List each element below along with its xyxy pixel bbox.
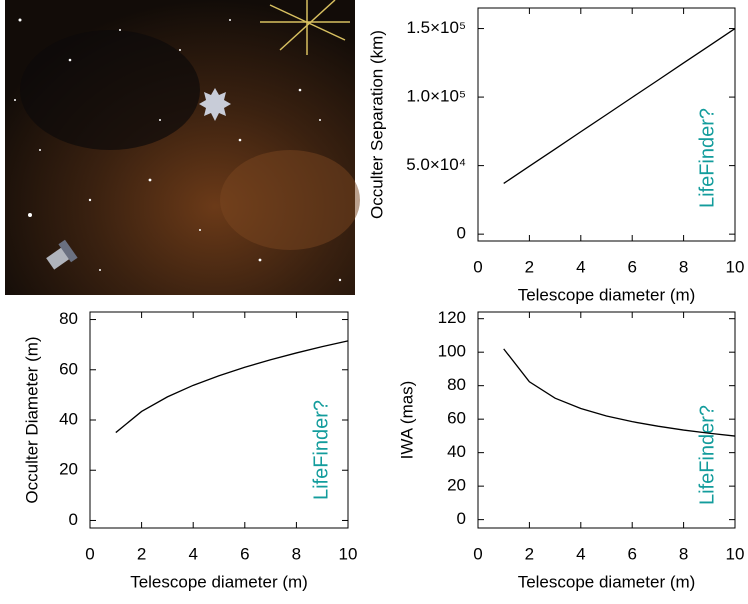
x-axis-label: Telescope diameter (m) xyxy=(130,572,308,591)
x-axis-label: Telescope diameter (m) xyxy=(518,572,696,591)
y-axis-label: IWA (mas) xyxy=(397,381,416,460)
x-tick-label: 10 xyxy=(339,544,358,563)
x-tick-label: 2 xyxy=(137,544,146,563)
x-tick-label: 6 xyxy=(627,257,636,276)
annotation: LifeFinder? xyxy=(696,405,718,505)
y-tick-label: 100 xyxy=(438,342,466,361)
y-tick-label: 0 xyxy=(457,509,466,528)
annotation: LifeFinder? xyxy=(696,108,718,208)
x-tick-label: 2 xyxy=(525,257,534,276)
y-tick-label: 40 xyxy=(447,442,466,461)
x-tick-label: 10 xyxy=(726,257,745,276)
x-tick-label: 6 xyxy=(240,544,249,563)
y-tick-label: 60 xyxy=(447,409,466,428)
x-tick-label: 10 xyxy=(726,544,745,563)
y-tick-label: 20 xyxy=(59,460,78,479)
y-tick-label: 20 xyxy=(447,476,466,495)
x-tick-label: 0 xyxy=(473,257,482,276)
x-tick-label: 8 xyxy=(679,257,688,276)
x-axis-label: Telescope diameter (m) xyxy=(518,285,696,304)
y-tick-label: 80 xyxy=(447,375,466,394)
y-tick-label: 1.0×10⁵ xyxy=(406,87,466,106)
x-tick-label: 0 xyxy=(473,544,482,563)
y-tick-label: 0 xyxy=(457,224,466,243)
y-tick-label: 1.5×10⁵ xyxy=(406,18,466,37)
x-tick-label: 4 xyxy=(576,257,585,276)
y-tick-label: 60 xyxy=(59,359,78,378)
y-tick-label: 40 xyxy=(59,409,78,428)
x-tick-label: 0 xyxy=(85,544,94,563)
figure: 024681005.0×10⁴1.0×10⁵1.5×10⁵Telescope d… xyxy=(0,0,748,599)
x-tick-label: 2 xyxy=(525,544,534,563)
space-image xyxy=(5,0,360,295)
annotation: LifeFinder? xyxy=(310,400,332,500)
x-tick-label: 8 xyxy=(292,544,301,563)
nebula xyxy=(220,150,360,250)
y-tick-label: 120 xyxy=(438,308,466,327)
x-tick-label: 4 xyxy=(188,544,197,563)
dark-region xyxy=(20,30,200,150)
x-tick-label: 8 xyxy=(679,544,688,563)
x-tick-label: 6 xyxy=(627,544,636,563)
y-axis-label: Occulter Diameter (m) xyxy=(22,336,41,503)
y-tick-label: 5.0×10⁴ xyxy=(406,155,466,174)
y-tick-label: 0 xyxy=(69,510,78,529)
y-axis-label: Occulter Separation (km) xyxy=(367,30,386,219)
y-tick-label: 80 xyxy=(59,309,78,328)
x-tick-label: 4 xyxy=(576,544,585,563)
